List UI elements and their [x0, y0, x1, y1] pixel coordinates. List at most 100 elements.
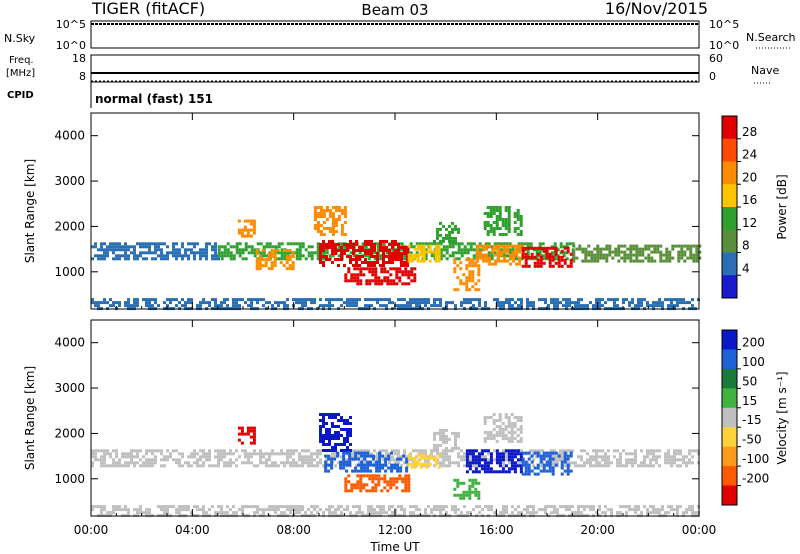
data-cell	[532, 505, 535, 509]
data-cell	[220, 505, 223, 509]
data-cell	[151, 458, 154, 462]
data-cell	[524, 460, 528, 464]
data-cell	[241, 251, 245, 255]
data-cell	[328, 240, 331, 243]
data-cell	[619, 505, 622, 509]
data-cell	[512, 250, 516, 254]
data-cell	[551, 457, 555, 461]
data-cell	[390, 463, 394, 467]
data-cell	[370, 508, 373, 512]
data-cell	[367, 264, 370, 267]
data-cell	[679, 505, 682, 509]
data-cell	[391, 458, 394, 462]
data-cell	[685, 461, 688, 465]
data-cell	[190, 251, 193, 255]
data-cell	[199, 508, 202, 512]
data-cell	[451, 221, 454, 225]
data-cell	[154, 245, 157, 249]
data-cell	[535, 455, 538, 459]
data-cell	[391, 255, 394, 258]
data-cell	[484, 455, 487, 459]
data-cell	[344, 279, 348, 283]
freq-tick-top: 18	[72, 52, 86, 65]
data-cell	[223, 248, 227, 252]
data-cell	[363, 454, 367, 458]
data-cell	[465, 264, 469, 268]
data-cell	[288, 264, 292, 268]
data-cell	[492, 221, 496, 224]
data-cell	[232, 257, 236, 261]
data-cell	[211, 254, 214, 258]
data-cell	[190, 464, 193, 468]
data-cell	[262, 254, 266, 258]
data-cell	[607, 464, 610, 468]
data-cell	[223, 298, 226, 302]
data-cell	[369, 460, 373, 464]
data-cell	[237, 438, 241, 442]
data-cell	[505, 452, 508, 456]
data-cell	[334, 413, 337, 416]
data-cell	[532, 508, 535, 512]
data-cell	[545, 454, 549, 458]
data-cell	[510, 431, 514, 434]
data-cell	[562, 304, 565, 308]
data-cell	[451, 236, 454, 240]
data-cell	[683, 250, 687, 254]
data-cell	[471, 264, 475, 268]
data-cell	[286, 461, 289, 465]
data-cell	[647, 259, 651, 263]
data-cell	[217, 257, 220, 261]
data-cell	[616, 298, 619, 302]
data-cell	[379, 249, 382, 252]
data-cell	[324, 466, 328, 470]
data-cell	[664, 461, 667, 465]
data-cell	[511, 505, 514, 509]
data-cell	[403, 304, 406, 308]
data-cell	[471, 478, 475, 482]
data-cell	[295, 511, 298, 515]
data-cell	[331, 221, 335, 224]
data-cell	[604, 455, 607, 459]
data-cell	[232, 461, 235, 465]
data-cell	[626, 247, 630, 251]
data-cell	[340, 449, 343, 452]
data-cell	[334, 443, 337, 446]
data-cell	[505, 458, 508, 462]
data-cell	[556, 301, 559, 305]
data-cell	[673, 449, 676, 453]
data-cell	[497, 250, 501, 254]
data-cell	[501, 470, 505, 474]
data-cell	[445, 449, 448, 453]
data-cell	[526, 505, 529, 509]
data-cell	[130, 458, 133, 462]
data-cell	[562, 254, 566, 258]
data-cell	[360, 451, 364, 455]
data-cell	[367, 505, 370, 509]
data-cell	[508, 461, 511, 465]
data-cell	[331, 511, 334, 515]
data-cell	[344, 486, 348, 490]
data-cell	[249, 219, 253, 223]
data-cell	[133, 508, 136, 512]
data-cell	[136, 452, 139, 456]
data-cell	[246, 228, 250, 232]
data-cell	[640, 464, 643, 468]
data-cell	[382, 246, 385, 249]
data-cell	[383, 267, 387, 271]
data-cell	[246, 426, 250, 430]
data-cell	[442, 428, 445, 432]
data-cell	[516, 428, 520, 431]
data-cell	[166, 508, 169, 512]
data-cell	[617, 244, 621, 248]
data-cell	[505, 242, 509, 246]
data-cell	[360, 454, 364, 458]
data-cell	[368, 489, 372, 493]
data-cell	[274, 508, 277, 512]
data-cell	[226, 464, 229, 468]
data-cell	[652, 455, 655, 459]
data-cell	[103, 251, 106, 255]
data-cell	[495, 431, 499, 434]
data-cell	[542, 451, 546, 455]
data-cell	[97, 254, 100, 258]
colorbar-swatch	[722, 466, 737, 487]
